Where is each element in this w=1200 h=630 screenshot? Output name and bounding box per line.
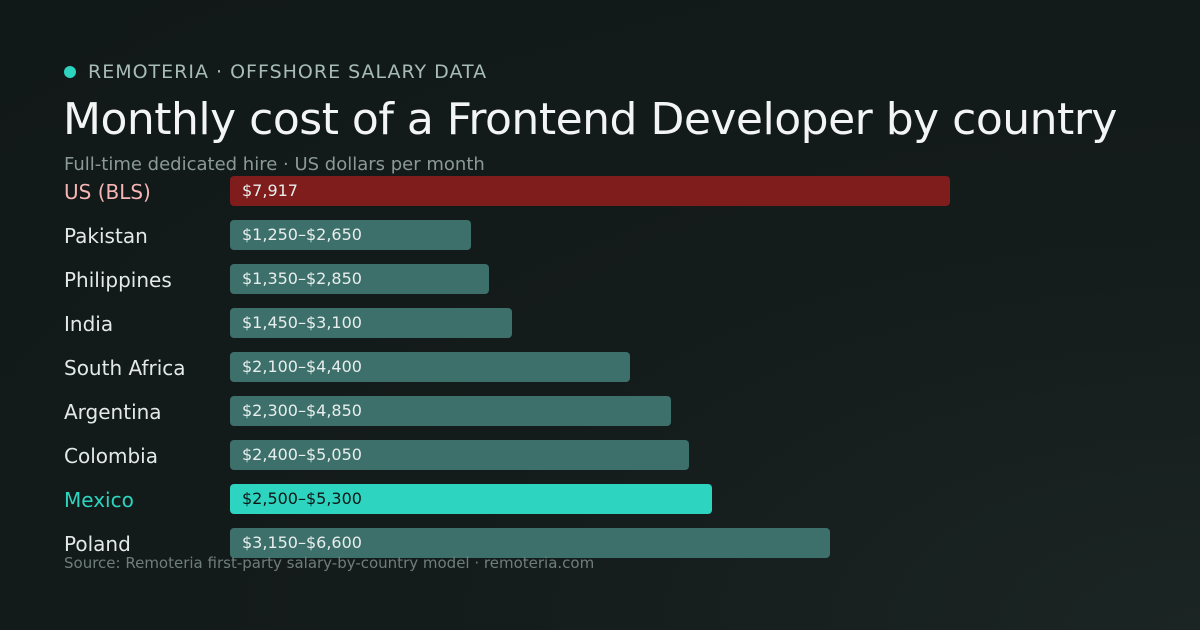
bar-value-label: $2,300–$4,850 <box>242 401 362 420</box>
category-label: Philippines <box>64 268 172 292</box>
bar <box>230 396 671 426</box>
category-label: Mexico <box>64 488 134 512</box>
category-label: Colombia <box>64 444 158 468</box>
chart-title: Monthly cost of a Frontend Developer by … <box>63 94 1117 145</box>
bar <box>230 308 512 338</box>
bar <box>230 220 471 250</box>
bar <box>230 176 950 206</box>
category-label: Poland <box>64 532 131 556</box>
bar-value-label: $1,350–$2,850 <box>242 269 362 288</box>
bar <box>230 484 712 514</box>
bar <box>230 352 630 382</box>
category-label: Argentina <box>64 400 162 424</box>
bar <box>230 440 689 470</box>
category-label: US (BLS) <box>64 180 151 204</box>
bar-value-label: $3,150–$6,600 <box>242 533 362 552</box>
brand-name: REMOTERIA · OFFSHORE SALARY DATA <box>88 61 488 83</box>
source-note: Source: Remoteria first-party salary-by-… <box>64 554 595 572</box>
bar-value-label: $1,450–$3,100 <box>242 313 362 332</box>
brand-dot-icon <box>64 66 76 78</box>
bar-value-label: $2,500–$5,300 <box>242 489 362 508</box>
bar <box>230 264 489 294</box>
chart-subtitle: Full-time dedicated hire · US dollars pe… <box>64 154 485 175</box>
bar-value-label: $7,917 <box>242 181 298 200</box>
category-label: Pakistan <box>64 224 148 248</box>
category-label: South Africa <box>64 356 186 380</box>
brand-row: REMOTERIA · OFFSHORE SALARY DATA <box>64 60 487 84</box>
category-label: India <box>64 312 114 336</box>
bar-value-label: $2,100–$4,400 <box>242 357 362 376</box>
bar <box>230 528 830 558</box>
bar-value-label: $1,250–$2,650 <box>242 225 362 244</box>
bar-value-label: $2,400–$5,050 <box>242 445 362 464</box>
